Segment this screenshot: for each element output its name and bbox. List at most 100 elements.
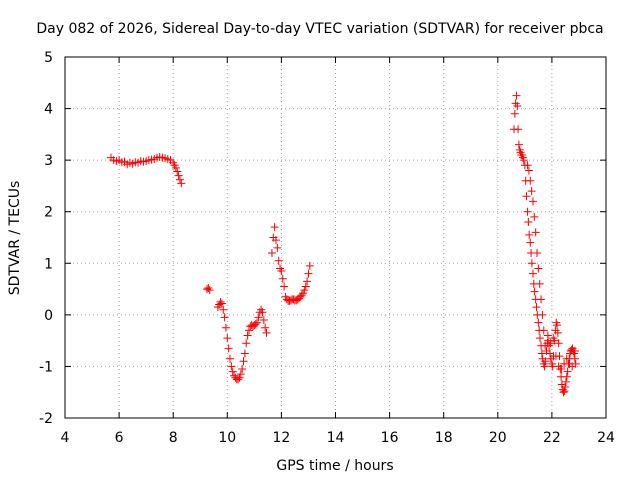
- data-point: [270, 223, 279, 232]
- data-point: [543, 331, 552, 340]
- grid-lines: [65, 57, 606, 418]
- data-point: [562, 354, 571, 363]
- data-point: [570, 354, 579, 363]
- y-tick-label: 4: [44, 102, 53, 118]
- data-point: [562, 372, 571, 381]
- data-point: [546, 339, 555, 348]
- data-point: [525, 230, 534, 239]
- data-point: [221, 323, 230, 332]
- data-point: [267, 248, 276, 257]
- x-tick-label: 8: [169, 430, 178, 446]
- data-point: [300, 286, 309, 295]
- data-point: [238, 365, 247, 374]
- data-point: [519, 156, 528, 165]
- data-point: [554, 339, 563, 348]
- data-point: [563, 367, 572, 376]
- data-points: [106, 91, 580, 397]
- data-point: [297, 291, 306, 300]
- data-point: [235, 373, 244, 382]
- data-point: [303, 277, 312, 286]
- data-point: [227, 362, 236, 371]
- data-point: [223, 334, 232, 343]
- data-point: [530, 212, 539, 221]
- data-point: [524, 166, 533, 175]
- data-point: [242, 339, 251, 348]
- data-point: [524, 218, 533, 227]
- data-point: [537, 295, 546, 304]
- data-point: [175, 175, 184, 184]
- data-point: [553, 328, 562, 337]
- x-tick-label: 18: [435, 430, 453, 446]
- x-tick-label: 14: [327, 430, 345, 446]
- data-point: [253, 318, 262, 327]
- data-point: [534, 264, 543, 273]
- data-point: [220, 313, 229, 322]
- data-point: [523, 207, 532, 216]
- data-point: [526, 176, 535, 185]
- data-point: [177, 179, 186, 188]
- y-tick-label: 2: [44, 205, 53, 221]
- x-tick-label: 4: [61, 430, 70, 446]
- data-point: [240, 349, 249, 358]
- y-axis-label: SDTVAR / TECUs: [7, 181, 23, 296]
- data-point: [280, 282, 289, 291]
- data-point: [261, 323, 270, 332]
- data-point: [528, 269, 537, 278]
- chart-title: Day 082 of 2026, Sidereal Day-to-day VTE…: [36, 21, 603, 37]
- data-point: [535, 279, 544, 288]
- data-point: [541, 341, 550, 350]
- data-point: [226, 354, 235, 363]
- data-point: [205, 286, 214, 295]
- x-tick-label: 16: [381, 430, 399, 446]
- y-tick-label: 0: [44, 308, 53, 324]
- data-point: [557, 365, 566, 374]
- data-point: [304, 269, 313, 278]
- data-point: [539, 326, 548, 335]
- data-point: [561, 383, 570, 392]
- data-point: [540, 362, 549, 371]
- data-point: [254, 313, 263, 322]
- data-point: [224, 344, 233, 353]
- data-point: [560, 387, 569, 396]
- data-point: [216, 297, 225, 306]
- data-point: [277, 267, 286, 276]
- data-point: [531, 228, 540, 237]
- data-point: [513, 101, 522, 110]
- data-point: [570, 346, 579, 355]
- x-tick-label: 20: [489, 430, 507, 446]
- data-point: [537, 349, 546, 358]
- x-tick-label: 22: [543, 430, 561, 446]
- data-point: [534, 318, 543, 327]
- y-tick-label: 1: [44, 256, 53, 272]
- data-point: [549, 334, 558, 343]
- data-point: [204, 284, 213, 293]
- data-point: [217, 299, 226, 308]
- data-point: [514, 140, 523, 149]
- data-point: [551, 352, 560, 361]
- data-point: [568, 362, 577, 371]
- data-point: [301, 282, 310, 291]
- x-tick-label: 12: [272, 430, 290, 446]
- x-tick-label: 24: [597, 430, 615, 446]
- data-point: [274, 256, 283, 265]
- data-point: [533, 248, 542, 257]
- data-point: [527, 187, 536, 196]
- data-point: [271, 236, 280, 245]
- y-tick-label: -2: [39, 411, 53, 427]
- data-point: [244, 326, 253, 335]
- data-point: [535, 334, 544, 343]
- data-point: [251, 320, 260, 329]
- data-point: [273, 243, 282, 252]
- data-point: [528, 197, 537, 206]
- data-point: [522, 192, 531, 201]
- data-point: [228, 367, 237, 376]
- axis-ticks: [64, 56, 607, 419]
- data-point: [541, 357, 550, 366]
- data-point: [258, 308, 267, 317]
- data-point: [174, 171, 183, 180]
- y-tick-label: -1: [39, 359, 53, 375]
- x-tick-label: 6: [115, 430, 124, 446]
- data-point: [553, 321, 562, 330]
